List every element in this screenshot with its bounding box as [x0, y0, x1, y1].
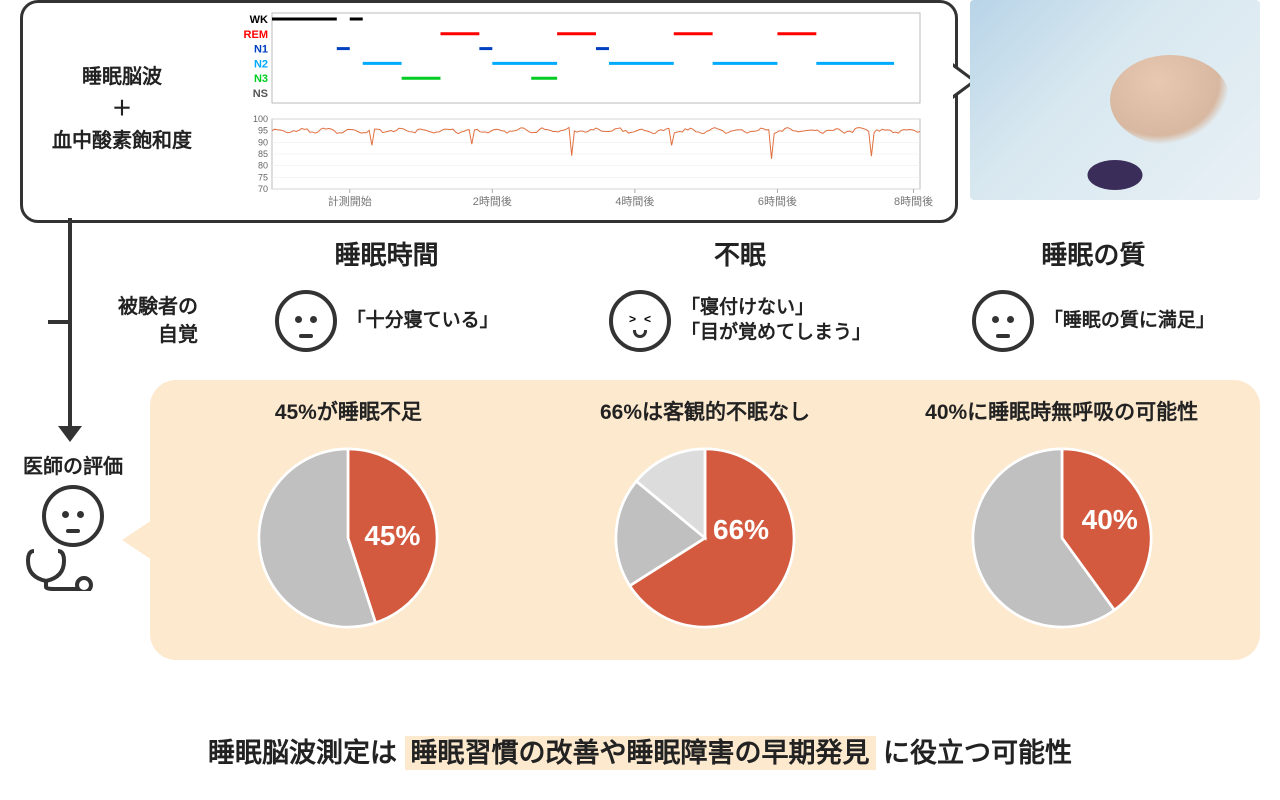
svg-text:計測開始: 計測開始 — [328, 194, 372, 208]
svg-text:95: 95 — [258, 126, 268, 136]
pie-title-0: 45%が睡眠不足 — [170, 396, 527, 426]
svg-text:4時間後: 4時間後 — [615, 194, 654, 208]
sleeping-subject-photo — [970, 0, 1260, 200]
svg-text:70: 70 — [258, 184, 268, 194]
doctor-evaluation-bubble: 45%が睡眠不足 45% 66%は客観的不眠なし 66% 40%に睡眠時無呼吸の… — [150, 380, 1260, 660]
pie-pct-1: 66% — [713, 514, 769, 546]
svg-text:REM: REM — [244, 29, 268, 41]
insomnia-quote: 「寝付けない」 「目が覚めてしまう」 — [681, 296, 871, 345]
bubble-label: 睡眠脳波 ＋ 血中酸素飽和度 — [37, 11, 207, 157]
svg-text:NS: NS — [253, 88, 268, 100]
subject-row-label: 被験者の 自覚 — [80, 293, 210, 349]
svg-text:90: 90 — [258, 137, 268, 147]
cell-sleep-time: 「十分寝ている」 — [210, 290, 563, 352]
hypnogram-chart: WK REM N1 N2 N3 NS 100 9590 85 8075 70 計測開始 2時間後 4時間後… — [207, 11, 941, 216]
col-header-insomnia: 不眠 — [563, 235, 916, 272]
doctor-label: 医師の評価 — [18, 450, 128, 479]
svg-text:N3: N3 — [254, 73, 268, 85]
svg-text:N2: N2 — [254, 58, 268, 70]
eeg-speech-bubble: 睡眠脳波 ＋ 血中酸素飽和度 WKREMN1N2N3NS100959085807… — [20, 0, 958, 223]
pie-cell-2: 40%に睡眠時無呼吸の可能性 40% — [883, 396, 1240, 644]
col-header-sleep-time: 睡眠時間 — [210, 235, 563, 272]
svg-text:85: 85 — [258, 149, 268, 159]
svg-text:80: 80 — [258, 161, 268, 171]
svg-text:N1: N1 — [254, 44, 268, 56]
sad-face-icon — [609, 290, 671, 352]
svg-text:100: 100 — [253, 114, 268, 124]
pie-title-2: 40%に睡眠時無呼吸の可能性 — [883, 396, 1240, 426]
conclusion-highlight: 睡眠習慣の改善や睡眠障害の早期発見 — [405, 736, 876, 770]
neutral-face-icon — [972, 290, 1034, 352]
quality-quote: 「睡眠の質に満足」 — [1044, 309, 1215, 334]
svg-text:8時間後: 8時間後 — [894, 194, 933, 208]
cell-insomnia: 「寝付けない」 「目が覚めてしまう」 — [563, 290, 916, 352]
svg-text:75: 75 — [258, 172, 268, 182]
svg-text:2時間後: 2時間後 — [473, 194, 512, 208]
col-header-quality: 睡眠の質 — [917, 235, 1270, 272]
column-headers: 睡眠時間 不眠 睡眠の質 — [80, 235, 1270, 272]
sleep-time-quote: 「十分寝ている」 — [347, 309, 499, 334]
doctor-block: 医師の評価 — [18, 450, 128, 595]
pie-cell-0: 45%が睡眠不足 45% — [170, 396, 527, 644]
pie-pct-2: 40% — [1082, 504, 1138, 536]
doctor-icon — [18, 485, 128, 595]
conclusion-text: 睡眠脳波測定は 睡眠習慣の改善や睡眠障害の早期発見 に役立つ可能性 — [0, 731, 1280, 770]
pie-title-1: 66%は客観的不眠なし — [527, 396, 884, 426]
svg-text:6時間後: 6時間後 — [758, 194, 797, 208]
pie-cell-1: 66%は客観的不眠なし 66% — [527, 396, 884, 644]
flow-tick-icon — [48, 320, 72, 324]
cell-quality: 「睡眠の質に満足」 — [917, 290, 1270, 352]
pie-pct-0: 45% — [364, 520, 420, 552]
neutral-face-icon — [275, 290, 337, 352]
svg-text:WK: WK — [250, 14, 268, 26]
